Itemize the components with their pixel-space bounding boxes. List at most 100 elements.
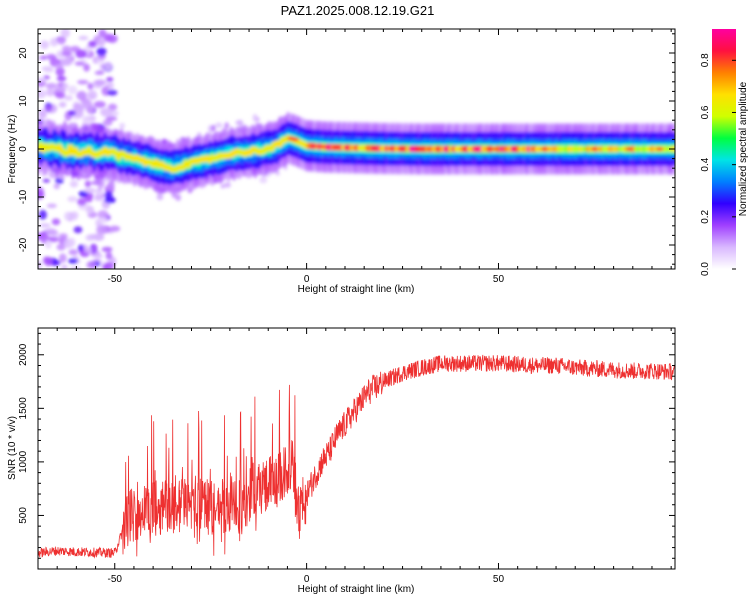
spectrogram-hot-spot <box>417 147 426 151</box>
spectrogram-noise-blob <box>56 243 66 251</box>
colorbar-label: Normalized spectral amplitude <box>738 81 749 216</box>
snr-series <box>38 354 675 559</box>
spectrogram-noise-blob <box>75 49 87 59</box>
spectrogram-hot-spot <box>387 146 396 151</box>
spectrogram-noise-blob <box>46 229 59 236</box>
spectrogram-noise-blob <box>58 253 67 263</box>
snr-x-axis-label: Height of straight line (km) <box>298 584 415 595</box>
spectrogram-noise-blob <box>83 63 90 72</box>
spectrogram-hot-spot <box>624 147 633 151</box>
spectrogram-noise-blob <box>58 233 68 239</box>
spectrogram-noise-blob <box>96 47 107 56</box>
spectrogram-noise-blob <box>42 178 51 183</box>
spectrogram-noise-blob <box>224 122 230 129</box>
x-tick-label: -50 <box>108 574 123 585</box>
spectrogram-noise-blob <box>83 187 96 194</box>
spectrogram-noise-blob <box>94 79 107 86</box>
spectrogram-ridge-blob <box>64 149 71 157</box>
spectrogram-noise-blob <box>55 92 66 99</box>
spectrogram-noise-blob <box>69 180 79 188</box>
spectrogram-noise-blob <box>55 66 65 77</box>
colorbar-tick-label: 0.2 <box>700 209 711 223</box>
spectrogram-hot-spot <box>333 145 342 149</box>
spectrogram-noise-blob <box>48 236 59 243</box>
spectrogram-hot-spot <box>398 146 407 151</box>
spectrogram-noise-blob <box>84 247 92 254</box>
spectrogram-noise-blob <box>44 239 52 249</box>
spectrogram-noise-blob <box>255 117 260 122</box>
spectrogram-panel: -50 0 50 -20 -10 0 10 20 Height of straight lin… <box>7 28 676 295</box>
spectrogram-y-axis-label: Frequency (Hz) <box>7 115 18 184</box>
spectrogram-noise-blob <box>211 124 216 132</box>
spectrogram-noise-blob <box>259 176 268 184</box>
spectrogram-noise-blob <box>77 79 89 85</box>
spectrogram-noise-blob <box>93 100 106 108</box>
spectrogram-noise-blob <box>58 38 66 45</box>
spectrogram-noise-blob <box>86 261 97 269</box>
spectrogram-noise-blob <box>100 108 113 118</box>
spectrogram-noise-blob <box>105 251 113 260</box>
colorbar: 0.0 0.2 0.4 0.6 0.8 Normalized spectral ampl… <box>700 29 749 276</box>
spectrogram-noise-blob <box>41 66 54 72</box>
spectrogram-noise-blob <box>237 119 244 127</box>
spectrogram-noise-blob <box>106 76 114 82</box>
spectrogram-noise-blob <box>99 217 109 224</box>
y-tick-label: -10 <box>18 189 29 204</box>
spectrogram-noise-blob <box>60 57 73 67</box>
spectrogram-noise-blob <box>70 211 79 220</box>
spectrogram-noise-blob <box>107 103 118 111</box>
spectrogram-noise-blob <box>54 63 64 69</box>
spectrogram-noise-blob <box>76 90 87 101</box>
spectrogram-noise-blob <box>97 210 109 220</box>
y-tick-label: 20 <box>18 47 29 59</box>
spectrogram-noise-blob <box>107 89 118 96</box>
spectrogram-noise-blob <box>38 190 45 200</box>
x-tick-label: -50 <box>108 274 123 285</box>
spectrogram-noise-blob <box>61 45 72 52</box>
spectrogram-hot-spot <box>317 144 326 149</box>
spectrogram-noise-blob <box>58 175 66 180</box>
colorbar-tick-label: 0.8 <box>700 53 711 67</box>
spectrogram-noise-blob <box>101 246 113 252</box>
spectrogram-noise-blob <box>93 253 104 259</box>
spectrogram-noise-blob <box>54 86 66 94</box>
spectrogram-noise-blob <box>64 211 71 221</box>
spectrogram-noise-blob <box>68 258 79 264</box>
spectrogram-noise-blob <box>78 35 89 41</box>
colorbar-ticks: 0.0 0.2 0.4 0.6 0.8 <box>700 53 736 276</box>
y-tick-label: 500 <box>18 507 29 524</box>
spectrogram-noise-blob <box>67 237 76 247</box>
spectrogram-noise-blob <box>58 101 67 108</box>
snr-ticks: -50 0 50 500 1000 1500 2000 <box>18 328 675 585</box>
spectrogram-noise-blob <box>69 266 81 269</box>
spectrogram-noise-blob <box>60 29 71 38</box>
spectrogram-noise-blob <box>44 105 53 111</box>
y-tick-label: -20 <box>18 237 29 252</box>
spectrogram-noise-blob <box>220 184 226 189</box>
spectrogram-noise-blob <box>87 90 98 100</box>
spectrogram-noise-blob <box>62 83 69 89</box>
x-tick-label: 50 <box>493 274 505 285</box>
colorbar-tick-label: 0.0 <box>700 262 711 276</box>
y-tick-label: 0 <box>18 146 29 152</box>
spectrogram-hot-spot <box>486 147 495 151</box>
spectrogram-noise-blob <box>68 249 79 256</box>
spectrogram-noise-blob <box>45 82 58 89</box>
spectrogram-noise-blob <box>46 87 55 97</box>
x-tick-label: 50 <box>493 574 505 585</box>
spectrogram-noise-blob <box>38 209 47 220</box>
y-tick-label: 2000 <box>18 343 29 366</box>
spectrogram-noise-blob <box>171 194 178 199</box>
snr-line <box>38 354 675 559</box>
spectrogram-noise-blob <box>93 195 104 201</box>
spectrogram-noise-blob <box>76 103 85 114</box>
y-tick-label: 10 <box>18 95 29 107</box>
spectrogram-noise-blob <box>96 38 106 47</box>
spectrogram-noise-blob <box>51 218 61 226</box>
spectrogram-noise-blob <box>67 110 77 116</box>
spectrogram-noise-blob <box>67 196 78 203</box>
snr-panel: -50 0 50 500 1000 1500 2000 Height of straight… <box>7 327 676 595</box>
snr-y-axis-label: SNR (10 * v/v) <box>7 416 18 480</box>
x-tick-label: 0 <box>304 574 310 585</box>
spectrogram-x-axis-label: Height of straight line (km) <box>298 284 415 295</box>
